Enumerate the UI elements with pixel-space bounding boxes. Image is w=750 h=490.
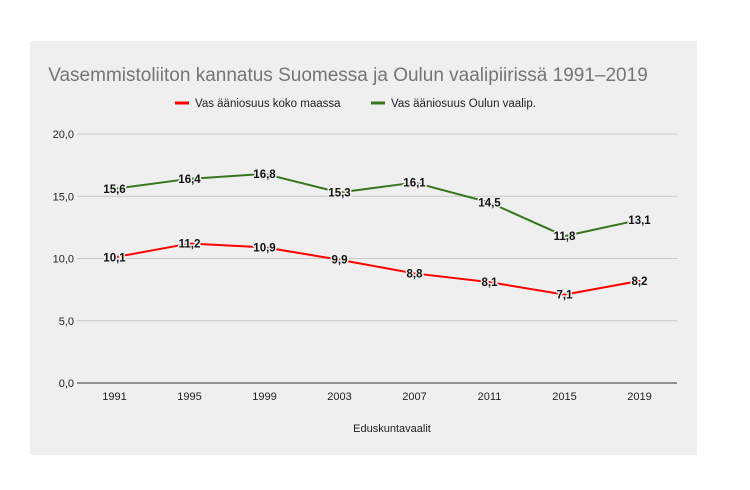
data-label: 15,3 <box>328 188 350 200</box>
data-label: 8,2 <box>632 276 648 288</box>
gridlines <box>77 133 677 384</box>
line-chart: Vasemmistoliiton kannatus Suomessa ja Ou… <box>48 65 677 435</box>
data-label: 11,8 <box>554 231 576 243</box>
data-label: 16,4 <box>178 174 201 186</box>
x-tick-label: 1999 <box>252 391 276 403</box>
series-lines <box>113 172 641 296</box>
series-line <box>113 172 641 238</box>
x-axis-title: Eduskuntavaalit <box>353 423 431 435</box>
y-tick-label: 15,0 <box>53 191 74 203</box>
data-label: 11,2 <box>179 239 201 251</box>
x-tick-label: 2007 <box>402 391 426 403</box>
data-label: 10,9 <box>253 242 275 254</box>
x-tick-label: 2019 <box>627 391 651 403</box>
data-labels: 10,1 11,2 10,9 9,9 8,8 8,1 7,1 8,2 15,6 16,4 16,8 1… <box>102 167 653 303</box>
legend-label: Vas ääniosuus koko maassa <box>195 98 341 110</box>
data-label: 10,1 <box>103 252 126 264</box>
y-axis-ticks: 0,0 5,0 10,0 15,0 20,0 <box>53 129 74 390</box>
data-label: 7,1 <box>557 290 574 302</box>
x-tick-label: 1991 <box>102 391 126 403</box>
data-label: 13,1 <box>628 215 651 227</box>
chart-title: Vasemmistoliiton kannatus Suomessa ja Ou… <box>48 65 648 86</box>
data-label: 15,6 <box>103 184 125 196</box>
data-label: 14,5 <box>478 197 501 209</box>
x-axis-ticks: 1991 1995 1999 2003 2007 2011 2015 2019 <box>102 391 651 403</box>
x-tick-label: 2003 <box>327 391 351 403</box>
data-label: 8,1 <box>482 277 499 289</box>
data-label: 16,8 <box>253 169 276 181</box>
x-tick-label: 2015 <box>552 391 576 403</box>
y-tick-label: 0,0 <box>59 378 74 390</box>
data-label: 16,1 <box>403 178 426 190</box>
x-tick-label: 1995 <box>177 391 201 403</box>
data-label: 8,8 <box>407 268 424 280</box>
legend: Vas ääniosuus koko maassa Vas ääniosuus O… <box>175 98 536 110</box>
y-tick-label: 10,0 <box>53 254 74 266</box>
chart-container: Vasemmistoliiton kannatus Suomessa ja Ou… <box>30 41 697 455</box>
series-line <box>113 242 641 296</box>
y-tick-label: 5,0 <box>59 316 74 328</box>
x-tick-label: 2011 <box>478 391 502 403</box>
data-label: 9,9 <box>332 255 348 267</box>
legend-label: Vas ääniosuus Oulun vaalip. <box>391 98 536 110</box>
y-tick-label: 20,0 <box>53 129 74 141</box>
